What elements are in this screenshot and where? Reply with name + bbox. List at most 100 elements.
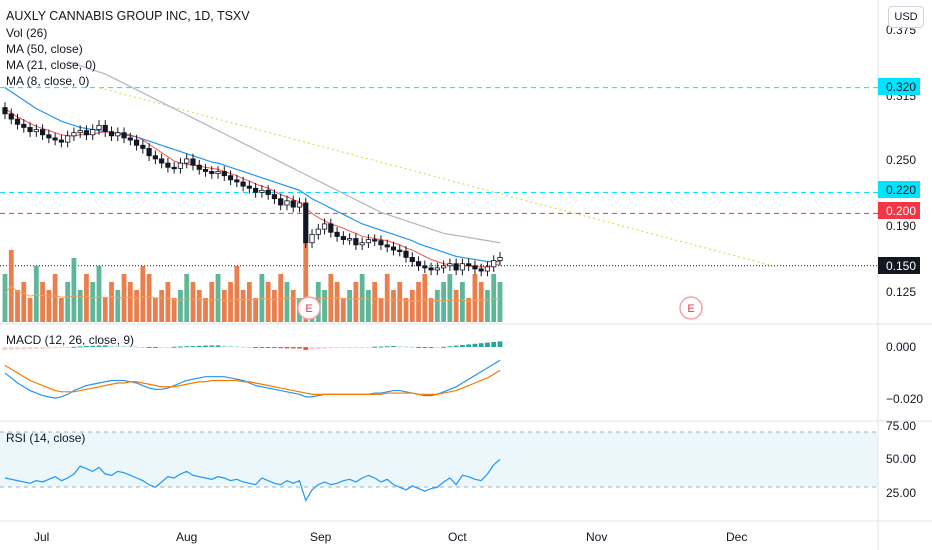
volume-bar [397,282,403,322]
macd-histogram-bar [466,344,472,347]
legend-rsi[interactable]: RSI (14, close) [6,431,85,445]
macd-histogram-bar [27,347,33,350]
moving-averages [4,60,501,268]
volume-bar [234,266,240,322]
volume-bar [434,290,440,322]
candle-body [240,181,246,187]
macd-histogram-bar [422,347,428,348]
macd-histogram-bar [384,346,390,348]
candle-body [265,189,271,195]
volume-bar [171,298,177,322]
candle-body [372,239,378,242]
candlesticks [2,102,503,277]
price-tag-cyan: 0.220 [878,181,920,198]
time-tick: Oct [448,530,467,544]
macd-histogram-bar [297,347,302,349]
macd-line [4,359,501,399]
time-tick: Nov [586,530,607,544]
volume-bar [353,282,359,322]
legend-macd[interactable]: MACD (12, 26, close, 9) [6,333,134,347]
volume-bar [403,298,409,322]
volume-bar [359,274,365,322]
legend-ma8[interactable]: MA (8, close, 0) [6,74,89,88]
volume-bar [422,274,428,322]
candle-body [447,263,453,267]
macd-histogram-bar [58,347,64,348]
candle-body [472,265,478,270]
candle-body [303,202,309,244]
candle-body [428,267,434,271]
macd-histogram-bar [434,347,440,348]
rsi-tick: 75.00 [886,419,916,433]
volume-bar [453,290,459,322]
candle-body [14,118,21,125]
svg-text:0.150: 0.150 [886,259,916,273]
volume-bar [259,274,265,322]
macd-tick: −0.020 [886,392,923,406]
candle-body [146,148,152,157]
macd-histogram-bar [309,347,315,350]
macd-histogram-bar [347,347,353,348]
macd-histogram-bar [478,343,484,347]
legend-ma21[interactable]: MA (21, close, 0) [6,58,96,72]
macd-histogram-bar [447,346,453,348]
candle-body [441,265,447,269]
volume-bar [428,298,434,322]
macd-histogram-bar [372,346,378,348]
candle-body [453,263,459,271]
price-tag-last: 0.150 [878,257,920,274]
volume-bar [52,274,58,322]
macd-histogram-bar [184,346,190,348]
candle-body [271,194,278,200]
macd-histogram-bar [71,346,77,348]
volume-bar [466,298,472,322]
volume-bar [384,274,390,322]
symbol-title[interactable]: AUXLY CANNABIS GROUP INC, 1D, TSXV [6,9,250,23]
legend-vol[interactable]: Vol (26) [6,26,47,40]
candle-body [466,263,472,267]
candle-body [284,200,290,206]
candle-body [127,137,133,141]
candle-body [359,242,365,246]
candle-body [33,129,39,133]
volume-bar [84,274,89,322]
volume-bar [65,282,71,322]
macd-histogram-bar [428,347,434,348]
candle-body [46,134,52,139]
svg-text:0.220: 0.220 [886,183,916,197]
macd-histogram-bar [322,347,327,349]
candle-body [278,198,284,206]
volume-ma-line [4,285,500,302]
candle-body [365,239,372,244]
candle-body [353,238,359,246]
rsi-line [4,458,501,502]
candle-body [334,231,340,237]
legend-ma50[interactable]: MA (50, close) [6,42,83,56]
candle-body [378,240,384,246]
volume-bar [90,282,96,322]
macd-histogram-bar [2,347,8,350]
macd-histogram-bar [178,346,183,348]
candle-body [422,265,428,269]
macd-histogram-bar [472,343,478,347]
macd-histogram-bar [284,347,290,349]
volume-bar [33,266,39,322]
macd-histogram-bar [46,347,52,349]
macd-histogram-bar [246,347,252,348]
currency-button[interactable]: USD [888,6,924,28]
macd-histogram-bar [102,345,108,347]
macd-histogram-bar [140,347,146,348]
macd-histogram-bar [127,346,133,348]
candle-body [347,238,353,241]
candle-body [403,250,409,258]
volume-bar [127,282,133,322]
candle-body [309,233,315,244]
price-tick: 0.250 [886,153,916,167]
earnings-marker[interactable]: E [679,296,703,320]
candle-body [296,202,303,208]
candle-body [133,139,140,146]
earnings-marker[interactable]: E [297,296,321,320]
candle-body [196,164,202,170]
macd-histogram-bar [409,346,415,348]
